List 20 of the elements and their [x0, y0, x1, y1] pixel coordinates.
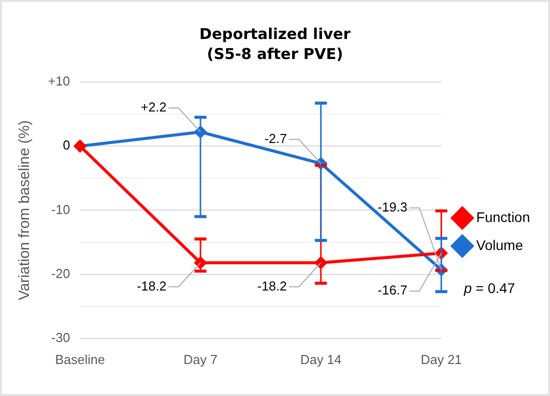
legend-label: Volume	[476, 236, 524, 253]
y-tick-label: -10	[51, 202, 70, 217]
x-tick-label: Day 21	[420, 352, 462, 367]
y-tick-label: +10	[48, 74, 70, 89]
y-axis-title: Variation from baseline (%)	[16, 120, 34, 300]
x-tick-label: Day 14	[300, 352, 342, 367]
chart-title: Deportalized liver (S5-8 after PVE)	[198, 24, 352, 64]
x-tick-label: Day 7	[183, 352, 218, 367]
data-label: -2.7	[264, 130, 287, 146]
y-tick-label: -20	[51, 266, 70, 281]
x-tick-label: Baseline	[55, 352, 105, 367]
data-label: -19.3	[378, 199, 408, 214]
data-label: -18.2	[257, 278, 287, 294]
data-label: -18.2	[136, 278, 166, 294]
data-label: +2.2	[140, 100, 166, 115]
y-tick-label: 0	[62, 138, 70, 153]
data-label: -16.7	[378, 282, 408, 298]
y-tick-label: -30	[51, 330, 70, 345]
legend-label: Function	[476, 208, 530, 225]
text: p = 0.47	[464, 280, 515, 296]
